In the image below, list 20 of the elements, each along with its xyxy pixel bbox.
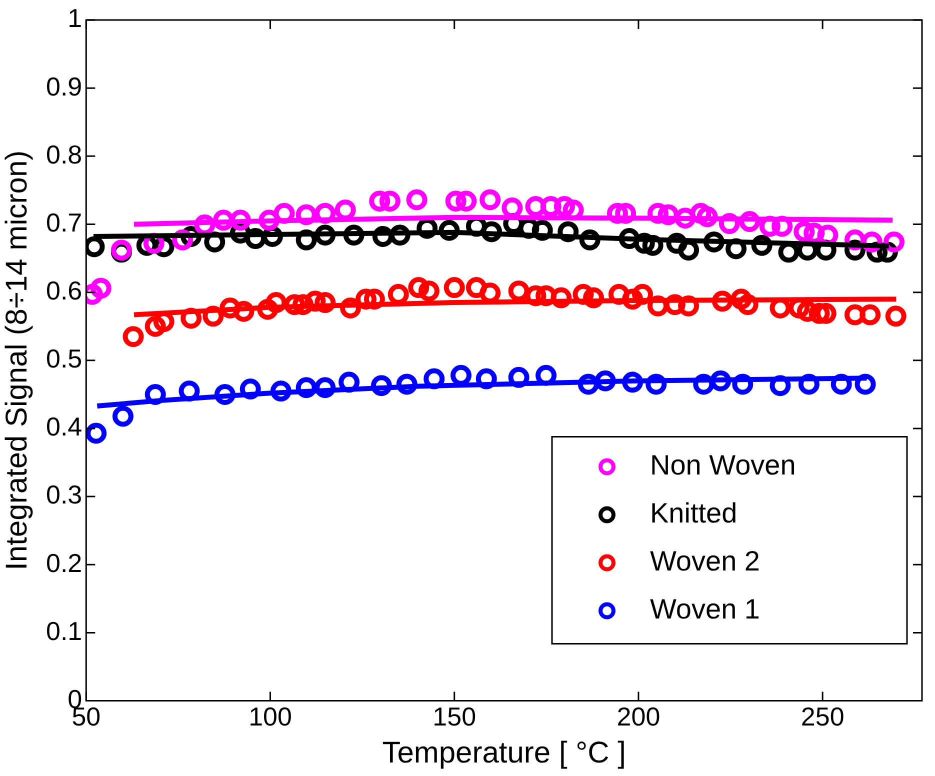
y-tick-label: 0.9	[46, 71, 82, 102]
y-tick-label: 0.6	[46, 275, 82, 306]
x-tick-label: 250	[800, 702, 844, 732]
y-tick-label: 0.5	[46, 344, 82, 374]
legend-label: Non Woven	[650, 450, 796, 481]
x-tick-label: 150	[432, 702, 476, 732]
y-tick-label: 0.1	[46, 616, 82, 646]
x-tick-label: 100	[248, 702, 292, 732]
y-axis-title: Integrated Signal (8÷14 micron)	[0, 150, 34, 570]
y-tick-label: 0.4	[46, 412, 82, 442]
legend-label: Woven 2	[650, 546, 760, 577]
y-tick-label: 1	[68, 3, 82, 34]
legend-label: Knitted	[650, 498, 738, 529]
legend-label: Woven 1	[650, 594, 760, 625]
y-tick-label: 0.3	[46, 480, 82, 510]
x-tick-label: 200	[616, 702, 660, 732]
x-axis-title: Temperature [ °C ]	[382, 736, 626, 770]
y-tick-label: 0.7	[46, 207, 82, 238]
y-tick-label: 0.8	[46, 139, 82, 170]
y-tick-label: 0.2	[46, 548, 82, 578]
